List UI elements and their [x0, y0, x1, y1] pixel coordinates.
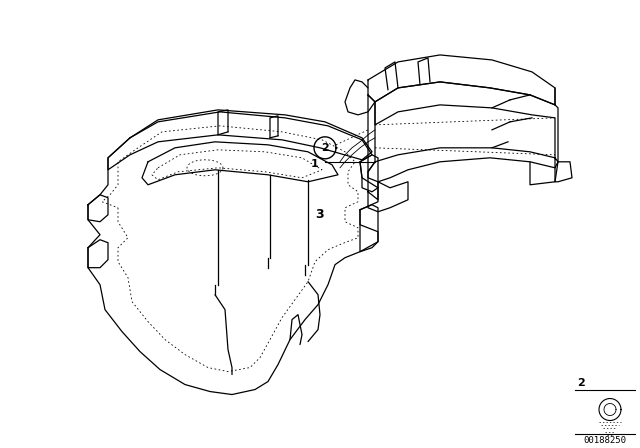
- Text: 2: 2: [577, 378, 585, 388]
- Text: 00188250: 00188250: [584, 436, 627, 445]
- Text: 2: 2: [321, 143, 329, 153]
- Text: 3: 3: [316, 208, 324, 221]
- Text: 1: 1: [310, 159, 318, 169]
